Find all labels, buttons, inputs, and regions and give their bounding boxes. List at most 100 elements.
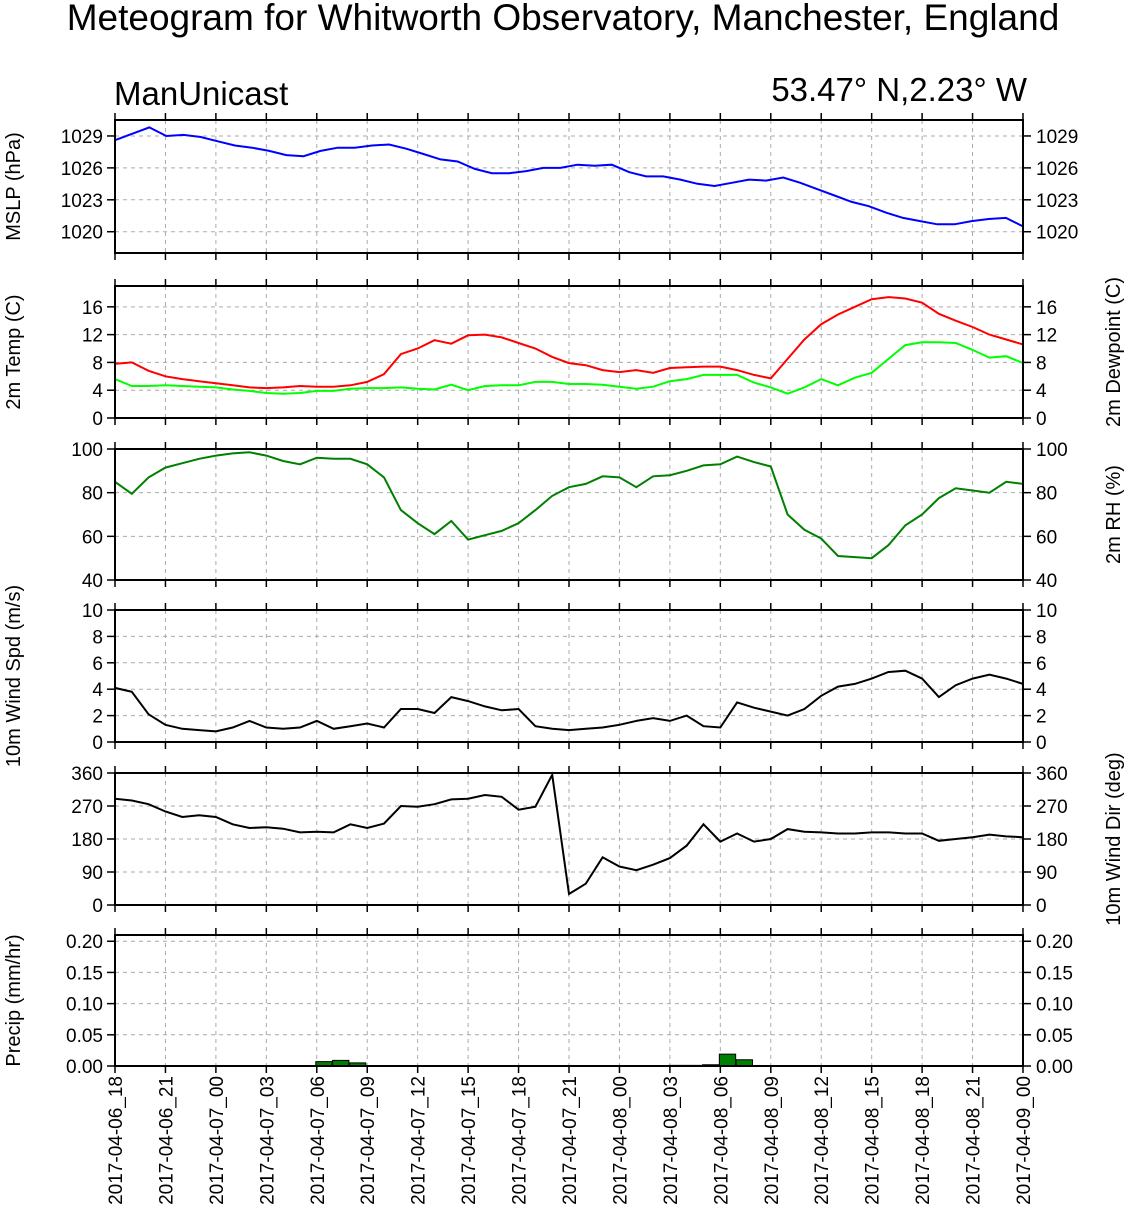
temp-ytick-label-right: 0 [1036,409,1047,430]
temp-ytick-label-right: 8 [1036,353,1047,374]
wdir-ytick-label-left: 90 [82,863,103,884]
precip-ytick-label-right: 0.10 [1036,995,1073,1016]
temp-series-0 [114,296,1024,390]
wdir-ytick-label-left: 0 [92,896,103,917]
time-label: 2017-04-07_18 [510,1076,531,1205]
time-label: 2017-04-07_03 [257,1076,278,1205]
mslp-ytick-label-right: 1026 [1036,159,1078,180]
temp-ytick-label-left: 8 [92,353,103,374]
temp-series-1 [114,341,1024,395]
rh-ytick-label-right: 80 [1036,484,1057,505]
precip-frame [114,934,1024,1067]
time-label: 2017-04-08_18 [913,1076,934,1205]
wdir-frame [114,772,1024,906]
precip-ytick-label-left: 0.00 [66,1057,103,1078]
wspd-ytick-label-right: 2 [1036,707,1047,728]
rh-ytick-label-right: 60 [1036,527,1057,548]
precip-ytick-label-right: 0.15 [1036,963,1073,984]
temp-ytick-label-left: 12 [82,326,103,347]
mslp-ytick-label-right: 1020 [1036,223,1078,244]
wdir-ytick-label-right: 180 [1036,830,1068,851]
time-label: 2017-04-08_03 [661,1076,682,1205]
wspd-ytick-label-left: 6 [92,654,103,675]
temp-ytick-label-right: 12 [1036,326,1057,347]
rh-ytick-label-left: 60 [82,527,103,548]
precip-ytick-label-left: 0.05 [66,1026,103,1047]
wspd-ytick-label-right: 6 [1036,654,1047,675]
wspd-ytick-label-right: 10 [1036,601,1057,622]
temp-ytick-label-left: 4 [92,381,103,402]
wspd-ylabel: 10m Wind Spd (m/s) [3,585,25,767]
mslp-frame [114,119,1024,254]
rh-ytick-label-left: 80 [82,484,103,505]
wdir-ytick-label-right: 270 [1036,797,1068,818]
mslp-ylabel: MSLP (hPa) [3,132,25,241]
wdir-ytick-label-left: 270 [71,797,103,818]
precip-ytick-label-right: 0.00 [1036,1057,1073,1078]
wdir-ytick-label-right: 0 [1036,896,1047,917]
source-label: ManUnicast [114,75,289,112]
temp-ytick-label-right: 4 [1036,381,1047,402]
time-label: 2017-04-07_12 [409,1076,430,1205]
wdir-ytick-label-right: 360 [1036,764,1068,785]
wdir-series-0 [114,771,1024,896]
temp-ytick-label-left: 16 [82,298,103,319]
time-label: 2017-04-07_21 [560,1076,581,1205]
page-title: Meteogram for Whitworth Observatory, Man… [66,0,1060,38]
time-label: 2017-04-08_06 [711,1076,732,1205]
temp-ylabel: 2m Temp (C) [3,294,25,409]
wspd-series-0 [114,669,1024,733]
rh-frame [114,448,1024,581]
time-label: 2017-04-08_12 [812,1076,833,1205]
precip-ytick-label-right: 0.05 [1036,1026,1073,1047]
rh-ytick-label-right: 40 [1036,571,1057,592]
wspd-ytick-label-left: 10 [82,601,103,622]
temp-ytick-label-left: 0 [92,409,103,430]
rh-series-0 [114,451,1024,560]
time-label: 2017-04-07_00 [207,1076,228,1205]
wdir-ytick-label-left: 180 [71,830,103,851]
time-label: 2017-04-08_00 [610,1076,631,1205]
time-label: 2017-04-09_00 [1014,1076,1035,1205]
wspd-ytick-label-left: 0 [92,733,103,754]
time-label: 2017-04-08_15 [863,1076,884,1205]
mslp-ytick-label-right: 1029 [1036,127,1078,148]
wdir-ytick-label-left: 360 [71,764,103,785]
wspd-frame [114,609,1024,743]
time-label: 2017-04-08_09 [762,1076,783,1205]
time-label: 2017-04-08_21 [964,1076,985,1205]
precip-ylabel: Precip (mm/hr) [3,934,25,1066]
mslp-ytick-label-left: 1029 [61,127,103,148]
wspd-ytick-label-left: 2 [92,707,103,728]
time-label: 2017-04-07_06 [308,1076,329,1205]
wspd-ytick-label-left: 8 [92,627,103,648]
precip-ytick-label-left: 0.15 [66,963,103,984]
mslp-ytick-label-left: 1026 [61,159,103,180]
rh-ylabel-right: 2m RH (%) [1103,465,1125,564]
precip-ytick-label-right: 0.20 [1036,932,1073,953]
time-label: 2017-04-06_18 [106,1076,127,1205]
mslp-ytick-label-left: 1023 [61,191,103,212]
mslp-series-0 [114,126,1024,228]
wdir-ytick-label-right: 90 [1036,863,1057,884]
precip-ytick-label-left: 0.20 [66,932,103,953]
precip-bar [718,1053,737,1067]
wspd-ytick-label-right: 0 [1036,733,1047,754]
wspd-ytick-label-right: 4 [1036,680,1047,701]
wspd-ytick-label-left: 4 [92,680,103,701]
coordinates-label: 53.47° N,2.23° W [771,71,1027,108]
rh-ytick-label-right: 100 [1036,440,1068,461]
rh-ytick-label-left: 100 [71,440,103,461]
time-label: 2017-04-07_09 [358,1076,379,1205]
time-label: 2017-04-06_21 [156,1076,177,1205]
mslp-ytick-label-left: 1020 [61,223,103,244]
wspd-ytick-label-right: 8 [1036,627,1047,648]
mslp-ytick-label-right: 1023 [1036,191,1078,212]
wdir-ylabel-right: 10m Wind Dir (deg) [1103,752,1125,925]
temp-frame [114,285,1024,419]
temp-ytick-label-right: 16 [1036,298,1057,319]
precip-ytick-label-left: 0.10 [66,995,103,1016]
rh-ytick-label-left: 40 [82,571,103,592]
